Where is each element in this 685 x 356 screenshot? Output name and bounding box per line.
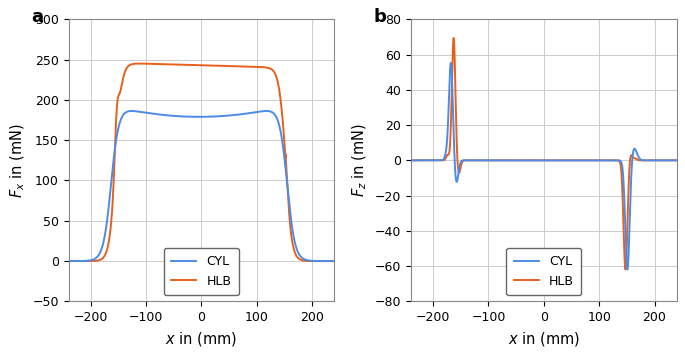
CYL	[664, 158, 673, 162]
Y-axis label: $F_x$ in (mN): $F_x$ in (mN)	[8, 123, 27, 198]
CYL	[258, 109, 266, 114]
HLB	[449, 36, 458, 40]
Legend: CYL, HLB: CYL, HLB	[506, 248, 582, 295]
CYL	[178, 114, 186, 119]
HLB	[178, 63, 186, 67]
HLB	[176, 63, 184, 67]
CYL	[600, 158, 608, 162]
Line: CYL: CYL	[68, 111, 334, 261]
HLB	[190, 63, 199, 67]
HLB	[309, 259, 317, 263]
HLB	[64, 259, 73, 263]
Y-axis label: $F_z$ in (mN): $F_z$ in (mN)	[351, 123, 369, 198]
Line: HLB: HLB	[411, 38, 677, 269]
Line: CYL: CYL	[411, 63, 677, 269]
Text: a: a	[32, 8, 43, 26]
CYL	[176, 114, 184, 119]
CYL	[673, 158, 681, 162]
CYL	[322, 259, 330, 263]
CYL	[447, 61, 455, 65]
HLB	[621, 267, 630, 272]
HLB	[651, 158, 660, 162]
HLB	[519, 158, 527, 162]
HLB	[664, 158, 673, 162]
HLB	[533, 158, 541, 162]
CYL	[190, 115, 199, 119]
CYL	[127, 109, 136, 113]
Text: b: b	[374, 8, 387, 26]
CYL	[651, 158, 660, 162]
CYL	[521, 158, 529, 162]
X-axis label: $x$ in (mm): $x$ in (mm)	[165, 330, 238, 348]
X-axis label: $x$ in (mm): $x$ in (mm)	[508, 330, 580, 348]
HLB	[521, 158, 529, 162]
HLB	[135, 62, 143, 66]
HLB	[258, 65, 266, 69]
HLB	[673, 158, 681, 162]
Legend: CYL, HLB: CYL, HLB	[164, 248, 239, 295]
CYL	[519, 158, 527, 162]
Line: HLB: HLB	[68, 64, 334, 261]
CYL	[623, 267, 632, 272]
CYL	[64, 259, 73, 263]
CYL	[407, 158, 415, 162]
CYL	[309, 259, 317, 263]
HLB	[322, 259, 330, 263]
HLB	[407, 158, 415, 162]
HLB	[330, 259, 338, 263]
CYL	[533, 158, 541, 162]
HLB	[600, 158, 608, 162]
CYL	[330, 259, 338, 263]
